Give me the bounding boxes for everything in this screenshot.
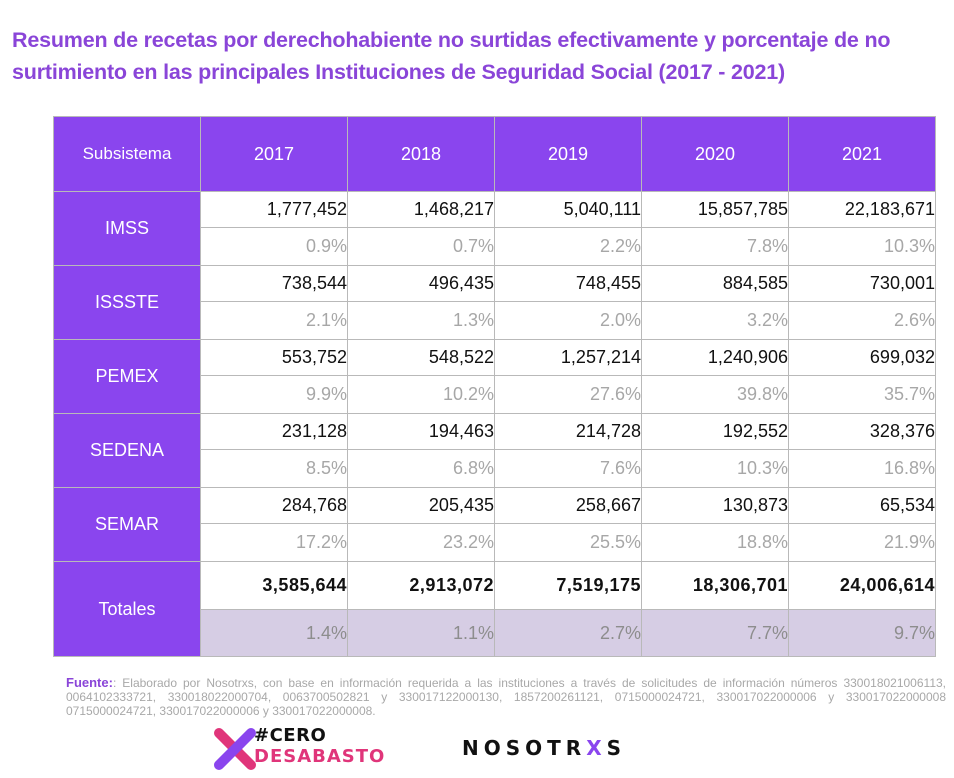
- value-cell: 205,435: [347, 487, 495, 524]
- percent-cell: 10.3%: [641, 449, 789, 488]
- percent-cell: 27.6%: [494, 375, 642, 414]
- percent-cell: 8.5%: [200, 449, 348, 488]
- nosotrxs-logo: NOSOTRXS: [462, 736, 682, 762]
- total-value-cell: 2,913,072: [347, 561, 495, 610]
- total-value-cell: 7,519,175: [494, 561, 642, 610]
- x-mark-icon: [214, 728, 256, 770]
- totals-row: Totales 3,585,644 2,913,072 7,519,175 18…: [53, 561, 936, 657]
- source-label: Fuente:: [66, 675, 113, 690]
- percent-cell: 0.7%: [347, 227, 495, 266]
- column-header-2017: 2017: [200, 116, 348, 192]
- value-cell: 284,768: [200, 487, 348, 524]
- table-header-row: Subsistema 2017 2018 2019 2020 2021: [53, 116, 936, 192]
- percent-cell: 2.0%: [494, 301, 642, 340]
- total-value-cell: 18,306,701: [641, 561, 789, 610]
- totals-percent-row: 1.4% 1.1% 2.7% 7.7% 9.7%: [54, 609, 936, 657]
- total-percent-cell: 1.4%: [200, 609, 348, 657]
- value-cell: 748,455: [494, 265, 642, 302]
- total-percent-cell: 9.7%: [788, 609, 936, 657]
- row-label-totales: Totales: [53, 561, 201, 657]
- total-percent-cell: 7.7%: [641, 609, 789, 657]
- value-cell: 22,183,671: [788, 191, 936, 228]
- percent-cell: 39.8%: [641, 375, 789, 414]
- row-label-pemex: PEMEX: [53, 339, 201, 414]
- nosotrxs-logo-end: S: [606, 736, 627, 760]
- percent-cell: 23.2%: [347, 523, 495, 562]
- percent-cell: 1.3%: [347, 301, 495, 340]
- value-cell: 1,240,906: [641, 339, 789, 376]
- table-row-percent: 2.1% 1.3% 2.0% 3.2% 2.6%: [54, 301, 936, 340]
- percent-cell: 10.3%: [788, 227, 936, 266]
- value-cell: 1,777,452: [200, 191, 348, 228]
- value-cell: 738,544: [200, 265, 348, 302]
- percent-cell: 10.2%: [347, 375, 495, 414]
- value-cell: 730,001: [788, 265, 936, 302]
- value-cell: 496,435: [347, 265, 495, 302]
- value-cell: 5,040,111: [494, 191, 642, 228]
- row-label-imss: IMSS: [53, 191, 201, 266]
- table-row-percent: 8.5% 6.8% 7.6% 10.3% 16.8%: [54, 449, 936, 488]
- value-cell: 194,463: [347, 413, 495, 450]
- value-cell: 699,032: [788, 339, 936, 376]
- value-cell: 328,376: [788, 413, 936, 450]
- percent-cell: 6.8%: [347, 449, 495, 488]
- table-row: SEMAR 284,768 205,435 258,667 130,873 65…: [53, 487, 936, 562]
- value-cell: 553,752: [200, 339, 348, 376]
- column-header-subsistema: Subsistema: [53, 116, 201, 192]
- percent-cell: 2.2%: [494, 227, 642, 266]
- table-row-percent: 9.9% 10.2% 27.6% 39.8% 35.7%: [54, 375, 936, 414]
- nosotrxs-logo-x: X: [586, 736, 607, 760]
- percent-cell: 2.6%: [788, 301, 936, 340]
- value-cell: 214,728: [494, 413, 642, 450]
- table-row: ISSSTE 738,544 496,435 748,455 884,585 7…: [53, 265, 936, 340]
- percent-cell: 16.8%: [788, 449, 936, 488]
- table-row: PEMEX 553,752 548,522 1,257,214 1,240,90…: [53, 339, 936, 414]
- row-label-sedena: SEDENA: [53, 413, 201, 488]
- nosotrxs-logo-text: NOSOTR: [462, 736, 587, 760]
- value-cell: 15,857,785: [641, 191, 789, 228]
- percent-cell: 35.7%: [788, 375, 936, 414]
- source-text: : Elaborado por Nosotrxs, con base en in…: [66, 676, 946, 718]
- percent-cell: 2.1%: [200, 301, 348, 340]
- percent-cell: 7.8%: [641, 227, 789, 266]
- value-cell: 884,585: [641, 265, 789, 302]
- total-percent-cell: 2.7%: [494, 609, 642, 657]
- percent-cell: 21.9%: [788, 523, 936, 562]
- prescriptions-table: Subsistema 2017 2018 2019 2020 2021 IMSS…: [53, 116, 936, 657]
- value-cell: 548,522: [347, 339, 495, 376]
- table-row: IMSS 1,777,452 1,468,217 5,040,111 15,85…: [53, 191, 936, 266]
- value-cell: 231,128: [200, 413, 348, 450]
- cero-logo-text: #CERO: [254, 725, 327, 746]
- value-cell: 65,534: [788, 487, 936, 524]
- total-value-cell: 24,006,614: [788, 561, 936, 610]
- column-header-2018: 2018: [347, 116, 495, 192]
- percent-cell: 9.9%: [200, 375, 348, 414]
- percent-cell: 0.9%: [200, 227, 348, 266]
- row-label-issste: ISSSTE: [53, 265, 201, 340]
- table-row-percent: 0.9% 0.7% 2.2% 7.8% 10.3%: [54, 227, 936, 266]
- percent-cell: 7.6%: [494, 449, 642, 488]
- value-cell: 1,257,214: [494, 339, 642, 376]
- cero-desabasto-logo: #CERO DESABASTO: [212, 726, 392, 772]
- total-value-cell: 3,585,644: [200, 561, 348, 610]
- row-label-semar: SEMAR: [53, 487, 201, 562]
- column-header-2020: 2020: [641, 116, 789, 192]
- value-cell: 1,468,217: [347, 191, 495, 228]
- source-note: Fuente:: Elaborado por Nosotrxs, con bas…: [66, 675, 946, 719]
- percent-cell: 3.2%: [641, 301, 789, 340]
- column-header-2021: 2021: [788, 116, 936, 192]
- table-row: SEDENA 231,128 194,463 214,728 192,552 3…: [53, 413, 936, 488]
- value-cell: 258,667: [494, 487, 642, 524]
- column-header-2019: 2019: [494, 116, 642, 192]
- percent-cell: 18.8%: [641, 523, 789, 562]
- percent-cell: 17.2%: [200, 523, 348, 562]
- total-percent-cell: 1.1%: [347, 609, 495, 657]
- page-title: Resumen de recetas por derechohabiente n…: [12, 28, 891, 84]
- table-row-percent: 17.2% 23.2% 25.5% 18.8% 21.9%: [54, 523, 936, 562]
- percent-cell: 25.5%: [494, 523, 642, 562]
- desabasto-logo-text: DESABASTO: [254, 746, 386, 767]
- value-cell: 130,873: [641, 487, 789, 524]
- value-cell: 192,552: [641, 413, 789, 450]
